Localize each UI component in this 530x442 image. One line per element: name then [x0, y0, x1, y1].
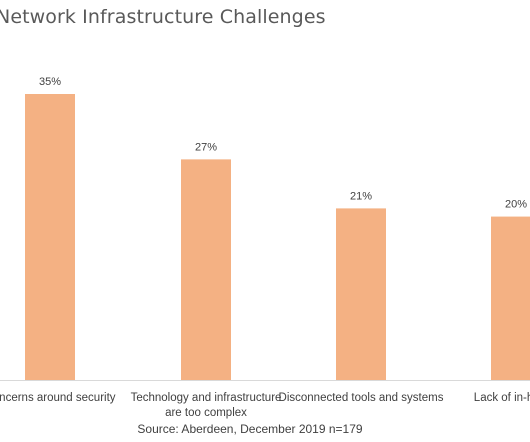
bar-1: [25, 94, 75, 380]
category-label-3: Disconnected tools and systems: [279, 392, 444, 404]
chart-title: Network Infrastructure Challenges: [0, 6, 326, 28]
bar-4: [491, 216, 530, 380]
data-label-2: 27%: [195, 141, 217, 153]
source-note: Source: Aberdeen, December 2019 n=179: [137, 422, 363, 436]
data-label-3: 21%: [350, 190, 372, 202]
category-label-2-line-2: are too complex: [165, 407, 247, 419]
data-label-1: 35%: [39, 76, 61, 88]
bar-2: [181, 159, 231, 380]
category-label-1: Concerns around security: [0, 392, 116, 404]
source-note-wrapper: Source: Aberdeen, December 2019 n=179: [0, 422, 530, 436]
bar-3: [336, 208, 386, 380]
category-label-2-line-1: Technology and infrastructure: [131, 392, 282, 404]
data-label-4: 20%: [505, 199, 527, 211]
category-label-4: Lack of in-house: [474, 392, 530, 404]
